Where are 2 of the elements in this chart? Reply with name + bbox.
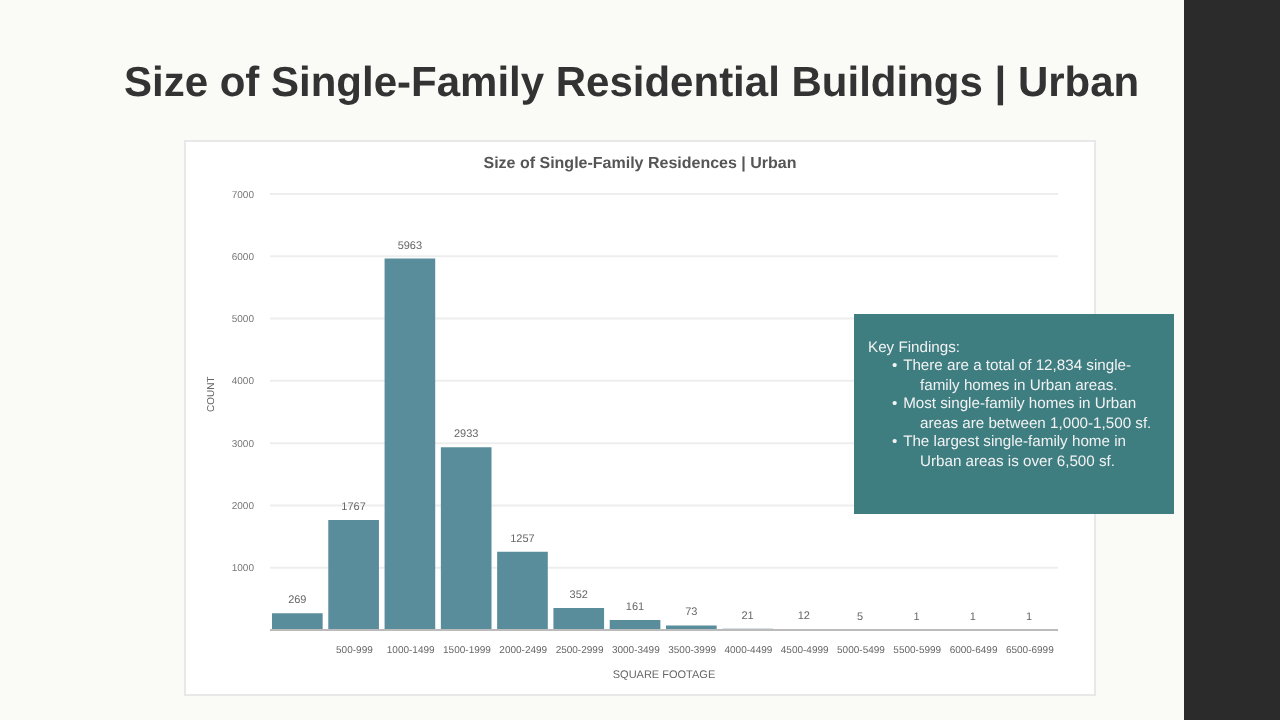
chart-title: Size of Single-Family Residential Buildings | Urban [124, 60, 1140, 108]
chart-subtitle: Size of Single-Family Residences | Urban [481, 154, 799, 172]
